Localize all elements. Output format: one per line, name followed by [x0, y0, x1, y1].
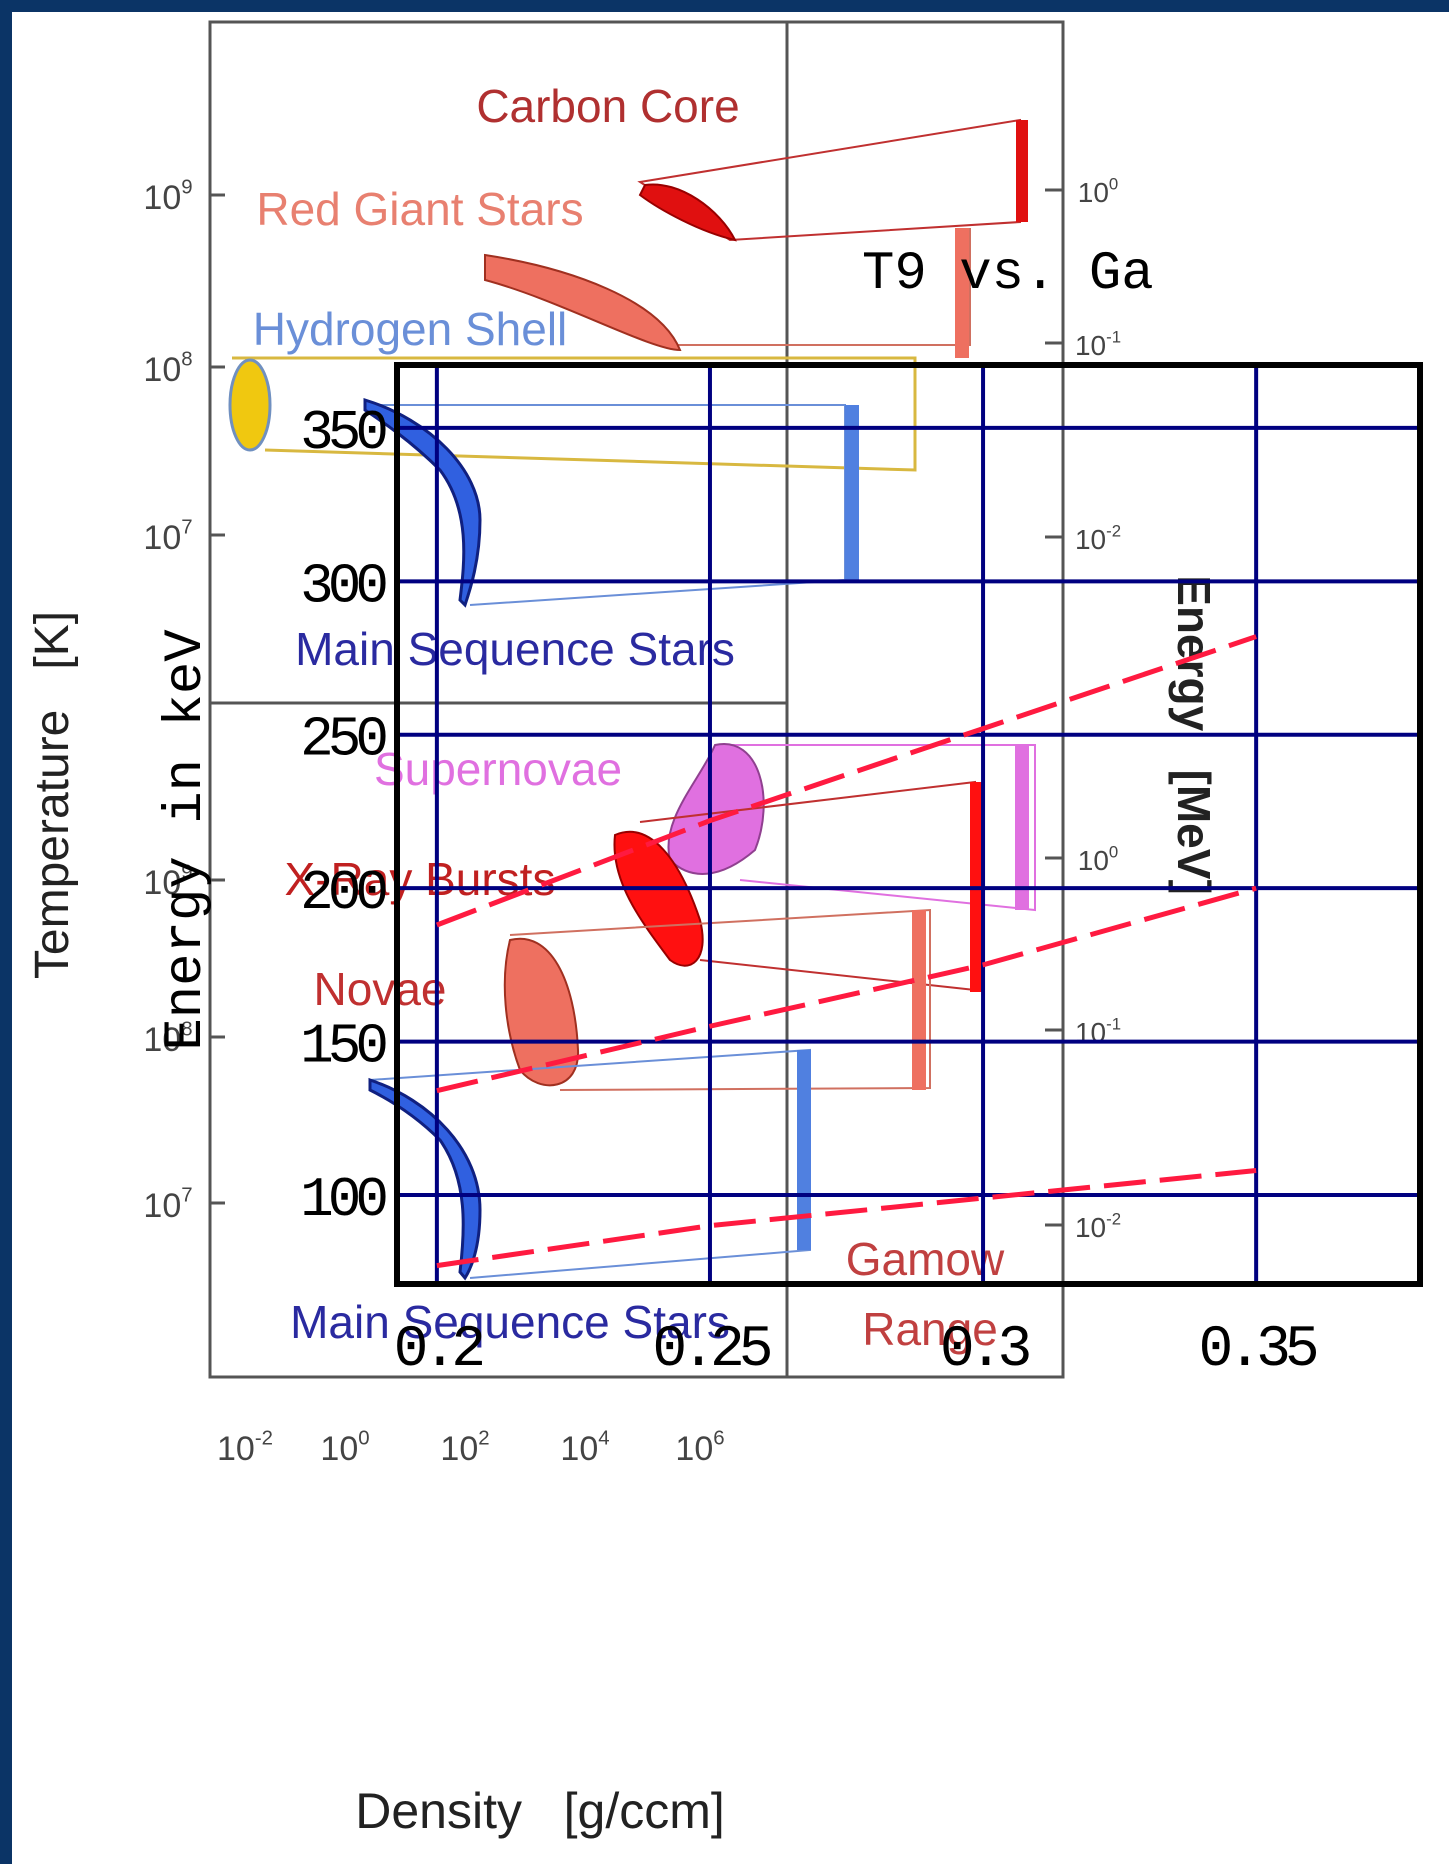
gamow-bar — [845, 405, 859, 580]
power-exponent: 4 — [598, 1428, 609, 1450]
region-label: Carbon Core — [476, 80, 739, 132]
power-exponent: -2 — [255, 1428, 273, 1450]
y-axis-label: Energy in keV — [156, 629, 217, 1051]
power-base: 10 — [1075, 330, 1106, 361]
power-exponent: 9 — [181, 177, 192, 199]
x-tick-label: 0.2 — [394, 1318, 483, 1383]
power-base: 10 — [143, 519, 181, 557]
power-base: 10 — [1075, 1212, 1106, 1243]
page: {"background_figure": { "y_axis_label": … — [0, 0, 1449, 1864]
slide-background — [12, 12, 1449, 1864]
slide: 10910810710910810710010-110-210010-110-2… — [0, 0, 1449, 1864]
region-label: Supernovae — [374, 743, 622, 795]
x-tick-label: 0.3 — [940, 1318, 1030, 1383]
power-exponent: -1 — [1106, 327, 1121, 346]
y-tick-label: 350 — [300, 401, 386, 465]
x-tick-label: 0.25 — [652, 1318, 770, 1383]
region-label: Hydrogen Shell — [253, 303, 568, 355]
power-exponent: 0 — [1109, 842, 1118, 861]
power-exponent: 8 — [181, 349, 192, 371]
region-label: Main Sequence Stars — [295, 623, 735, 675]
power-base: 10 — [675, 1430, 713, 1468]
power-base: 10 — [440, 1430, 478, 1468]
gamow-bar — [1016, 120, 1028, 222]
power-exponent: 0 — [1109, 174, 1118, 193]
power-exponent: 7 — [181, 1185, 192, 1207]
region-shape — [230, 360, 270, 450]
power-base: 10 — [143, 351, 181, 389]
gamow-bar — [797, 1050, 811, 1250]
power-base: 10 — [143, 179, 181, 217]
y-tick-label: 200 — [300, 861, 386, 925]
x-tick-label: 0.35 — [1199, 1318, 1317, 1383]
power-exponent: 7 — [181, 517, 192, 539]
power-base: 10 — [1078, 177, 1109, 208]
power-exponent: 2 — [478, 1428, 489, 1450]
region-label: Red Giant Stars — [256, 183, 583, 235]
gamow-bar — [1015, 745, 1029, 910]
y-tick-label: 250 — [300, 708, 386, 772]
power-exponent: 0 — [358, 1428, 369, 1450]
power-base: 10 — [560, 1430, 598, 1468]
power-exponent: -1 — [1106, 1014, 1121, 1033]
power-base: 10 — [1078, 845, 1109, 876]
y-tick-label: 150 — [300, 1015, 386, 1079]
power-exponent: -2 — [1106, 521, 1121, 540]
region-label: Novae — [314, 963, 447, 1015]
power-base: 10 — [320, 1430, 358, 1468]
power-exponent: 6 — [713, 1428, 724, 1450]
power-base: 10 — [217, 1430, 255, 1468]
temperature-axis-label: Temperature [K] — [26, 611, 79, 979]
density-axis-label: Density [g/ccm] — [355, 1783, 725, 1839]
power-base: 10 — [1075, 524, 1106, 555]
y-tick-label: 100 — [300, 1168, 386, 1232]
power-base: 10 — [143, 1187, 181, 1225]
chart-title: T9 vs. Ga — [862, 244, 1154, 305]
y-tick-label: 300 — [300, 554, 386, 618]
power-exponent: -2 — [1106, 1209, 1121, 1228]
gamow-bar — [912, 910, 926, 1090]
